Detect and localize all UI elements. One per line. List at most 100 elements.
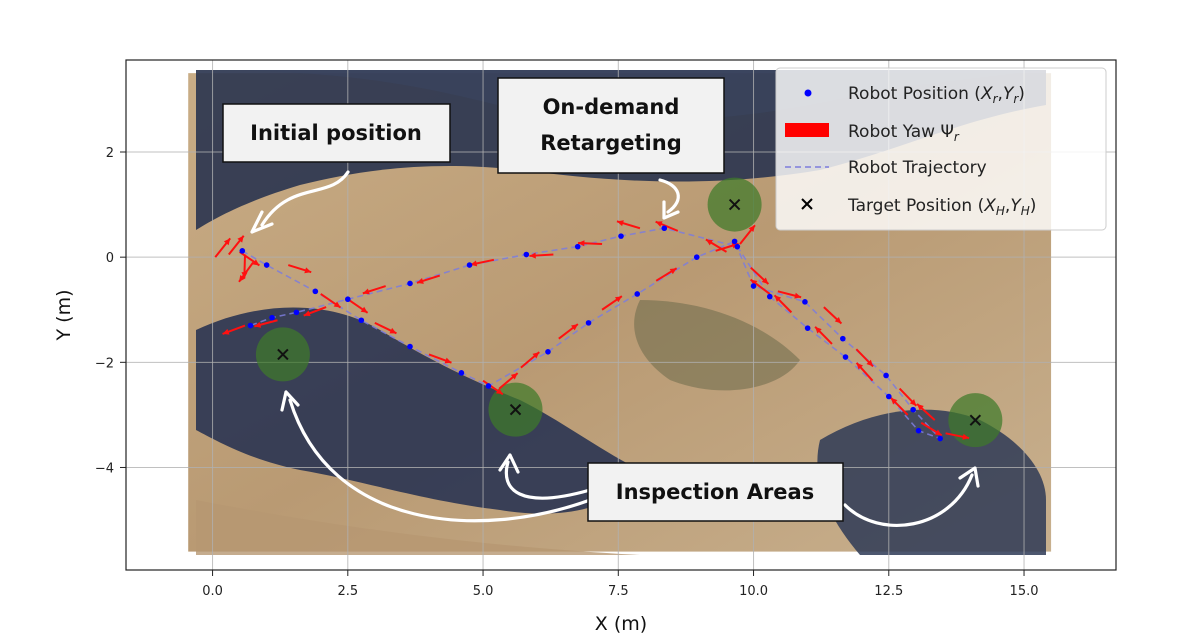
robot-position-point bbox=[910, 406, 916, 413]
robot-position-point bbox=[634, 291, 641, 297]
yaw-arrow-head bbox=[962, 433, 970, 440]
yaw-arrow-head bbox=[222, 328, 230, 335]
robot-position-point bbox=[885, 393, 892, 400]
inspection-arrow-right bbox=[843, 473, 974, 527]
annotation-initial-position-text: Initial position bbox=[250, 121, 422, 145]
target-marker bbox=[728, 198, 741, 211]
target-marker bbox=[509, 403, 522, 416]
robot-position-point bbox=[263, 262, 270, 268]
inspection-area-circles bbox=[255, 177, 1003, 448]
yaw-arrow-head bbox=[748, 225, 755, 233]
robot-position-point bbox=[458, 370, 465, 376]
yaw-arrow-head bbox=[774, 295, 782, 302]
legend-target-position: Target Position (XH,YH) bbox=[847, 196, 1036, 218]
legend-robot-yaw: Robot Yaw Ψr bbox=[848, 122, 960, 144]
x-tick-label: 0.0 bbox=[202, 584, 223, 599]
annotation-initial-position: Initial position bbox=[222, 103, 451, 163]
yaw-arrow-head bbox=[866, 359, 874, 367]
initial-position-arrow bbox=[260, 170, 350, 227]
robot-position-point bbox=[693, 254, 700, 260]
robot-position-point bbox=[247, 322, 254, 329]
y-tick-label: 0 bbox=[106, 251, 114, 266]
yaw-arrow-head bbox=[304, 267, 312, 274]
robot-yaw-arrows bbox=[214, 220, 970, 440]
robot-position-point bbox=[842, 354, 849, 360]
yaw-arrow-head bbox=[917, 403, 924, 411]
yaw-arrow-head bbox=[389, 327, 397, 334]
y-axis-label: Y (m) bbox=[53, 290, 75, 342]
robot-position-point bbox=[883, 372, 889, 379]
yaw-arrow-head bbox=[239, 274, 246, 282]
legend-robot-position: Robot Position (Xr,Yr) bbox=[848, 84, 1025, 106]
robot-position-point bbox=[915, 427, 922, 434]
robot-position-point bbox=[358, 317, 365, 324]
robot-position-point bbox=[937, 435, 943, 442]
yaw-arrow-head bbox=[909, 399, 917, 406]
yaw-arrow-head bbox=[578, 240, 585, 247]
yaw-arrow-head bbox=[444, 357, 452, 364]
y-tick-label: 2 bbox=[106, 146, 114, 161]
robot-position-point bbox=[766, 293, 773, 300]
yaw-arrow-head bbox=[794, 292, 802, 299]
robot-position-point bbox=[661, 225, 668, 232]
yaw-arrow-head bbox=[614, 296, 622, 303]
yaw-arrow-head bbox=[254, 321, 262, 328]
legend-robot-trajectory: Robot Trajectory bbox=[848, 158, 987, 178]
yaw-arrow-head bbox=[705, 239, 713, 246]
annotation-inspection-areas: Inspection Areas bbox=[587, 462, 844, 522]
yaw-arrow-head bbox=[362, 288, 370, 295]
robot-trajectory-line bbox=[241, 227, 941, 440]
yaw-arrow-head bbox=[532, 352, 540, 359]
yaw-arrow-head bbox=[303, 310, 311, 317]
annotation-retargeting-line1: On-demand bbox=[543, 95, 680, 119]
robot-position-point bbox=[485, 383, 492, 389]
yaw-arrow-head bbox=[237, 235, 244, 243]
inspection-arrow-left bbox=[288, 398, 592, 523]
robot-position-point bbox=[804, 325, 811, 331]
legend: Robot Position (Xr,Yr) Robot Yaw Ψr Robo… bbox=[775, 67, 1107, 231]
yaw-arrow-head bbox=[223, 238, 231, 246]
robot-position-point bbox=[269, 314, 275, 321]
axis-ticks: 0.0 2.5 5.0 7.5 10.0 12.5 15.0 2 0 −2 −4 bbox=[95, 146, 1039, 599]
inspection-arrow-mid bbox=[504, 460, 592, 500]
robot-position-point bbox=[523, 251, 530, 258]
robot-position-point bbox=[312, 288, 319, 295]
yaw-arrow-head bbox=[834, 316, 842, 324]
robot-position-point bbox=[293, 309, 300, 316]
x-tick-label: 12.5 bbox=[874, 584, 903, 599]
robot-position-point bbox=[802, 299, 808, 305]
yaw-arrow-head bbox=[890, 397, 898, 405]
robot-position-point bbox=[618, 233, 624, 239]
robot-position-point bbox=[239, 248, 246, 254]
robot-position-points bbox=[239, 225, 943, 442]
yaw-arrow-head bbox=[360, 306, 368, 313]
robot-position-point bbox=[731, 238, 738, 245]
yaw-arrow-head bbox=[416, 278, 424, 284]
robot-position-point bbox=[345, 296, 351, 303]
target-marker bbox=[969, 414, 982, 426]
yaw-arrow-head bbox=[529, 252, 536, 259]
yaw-arrow-head bbox=[510, 373, 518, 380]
y-tick-label: −4 bbox=[95, 461, 114, 476]
x-tick-label: 5.0 bbox=[473, 584, 494, 599]
x-axis-label: X (m) bbox=[595, 613, 647, 635]
yaw-arrow-head bbox=[252, 259, 260, 266]
axes-frame bbox=[125, 59, 1117, 571]
x-tick-label: 10.0 bbox=[739, 584, 768, 599]
robot-position-point bbox=[734, 243, 741, 250]
yaw-arrow-head bbox=[856, 362, 864, 370]
robot-position-point bbox=[840, 335, 846, 342]
robot-position-point bbox=[466, 262, 473, 268]
yaw-arrow-head bbox=[934, 429, 942, 436]
x-tick-label: 2.5 bbox=[337, 584, 358, 599]
yaw-arrow-head bbox=[616, 220, 624, 227]
yaw-arrow-head bbox=[750, 279, 758, 286]
retargeting-arrow bbox=[658, 178, 680, 214]
legend-target-marker bbox=[801, 198, 813, 210]
yaw-arrow-head bbox=[571, 324, 578, 331]
legend-yaw-marker bbox=[785, 123, 829, 137]
target-marker bbox=[277, 348, 289, 361]
y-tick-label: −2 bbox=[95, 356, 114, 371]
annotation-retargeting-line2: Retargeting bbox=[540, 131, 681, 155]
robot-position-point bbox=[574, 243, 581, 250]
